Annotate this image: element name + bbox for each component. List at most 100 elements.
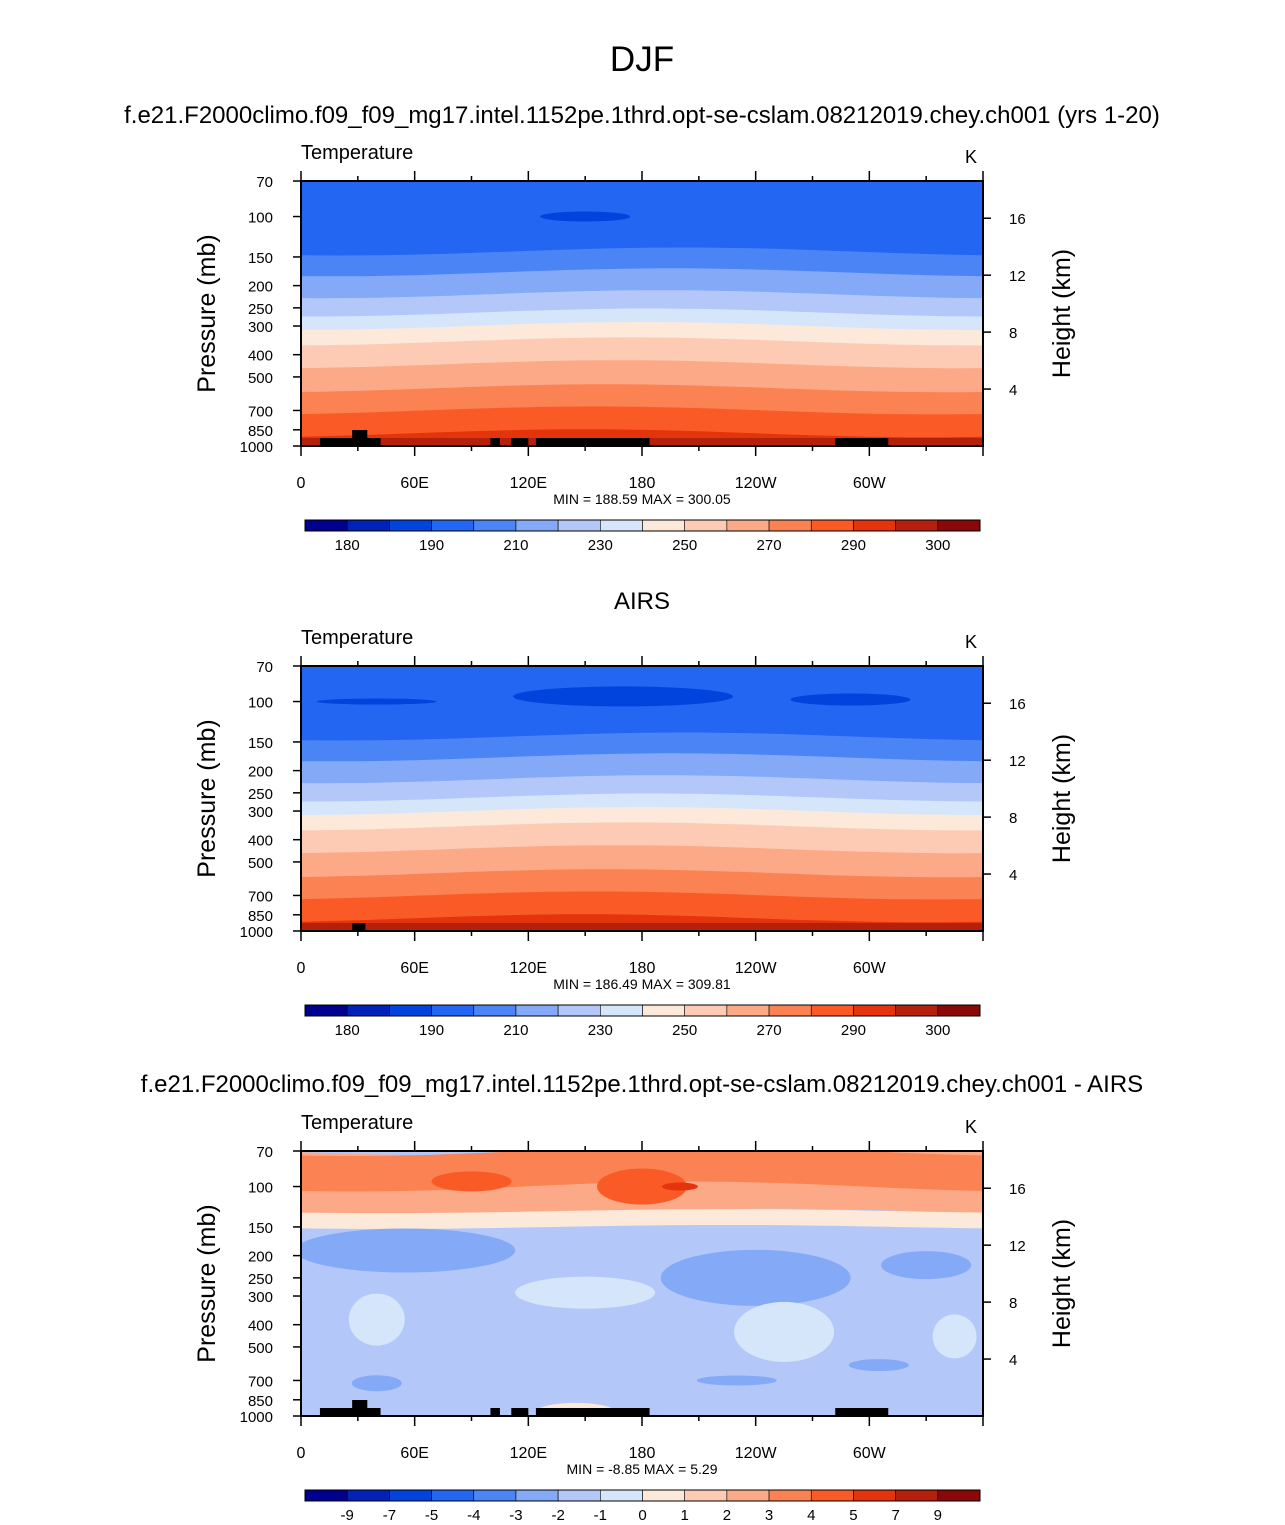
y-tick-label: 1000 (240, 439, 273, 456)
y-tick-label: 850 (248, 908, 273, 925)
colorbar-label: 210 (503, 1022, 528, 1039)
colorbar-label: 190 (419, 537, 444, 554)
y-tick-label: 200 (248, 1249, 273, 1266)
colorbar-label: 300 (925, 1022, 950, 1039)
y-tick-label: 400 (248, 1318, 273, 1335)
colorbar-box (515, 1004, 559, 1017)
y-right-tick-label: 16 (1009, 696, 1026, 713)
cool-patch (301, 1228, 516, 1273)
colorbar-label: 290 (841, 537, 866, 554)
colorbar-box (389, 1489, 432, 1502)
colorbar-box (389, 1004, 432, 1017)
neutral-patch (515, 1276, 656, 1309)
y-tick-label: 400 (248, 348, 273, 365)
colorbar-label: 2 (723, 1507, 731, 1524)
colorbar-label: 7 (891, 1507, 899, 1524)
colorbar-label: -2 (551, 1507, 564, 1524)
right-string: K (965, 632, 977, 652)
colorbar-label: 9 (934, 1507, 942, 1524)
warm-core (661, 1182, 698, 1191)
colorbar-box (600, 519, 643, 532)
left-string: Temperature (301, 142, 413, 164)
y-right-tick-label: 16 (1009, 1181, 1026, 1198)
x-tick-label: 120W (735, 475, 778, 492)
panel-2: AIRS Temperature K 0 60E 120E 180 120W 60W 70 100 1… (193, 588, 1076, 1039)
colorbar-box (853, 519, 896, 532)
y-axis-title: Pressure (mb) (193, 234, 221, 392)
colorbar-label: 180 (335, 537, 360, 554)
contour-field (301, 666, 983, 931)
y-tick-label: 300 (248, 319, 273, 336)
panel-1: f.e21.F2000climo.f09_f09_mg17.intel.1152… (124, 102, 1160, 554)
left-string: Temperature (301, 1112, 413, 1134)
cool-patch (351, 1375, 402, 1392)
colorbar-box (684, 1004, 728, 1017)
colorbar-frame (304, 1004, 981, 1017)
x-tick-label: 180 (629, 475, 656, 492)
colorbar-box (684, 1489, 728, 1502)
colorbar-box (895, 519, 939, 532)
topography-mask (511, 1408, 529, 1416)
topography-mask (352, 1400, 368, 1416)
contour-field (301, 1151, 983, 1416)
y-right-tick-label: 12 (1009, 268, 1026, 285)
y-tick-label: 700 (248, 888, 273, 905)
y-right-tick-label: 8 (1009, 325, 1017, 342)
colorbar-box (431, 519, 475, 532)
y-right-tick-label: 8 (1009, 1295, 1017, 1312)
warm-layer (301, 1209, 983, 1229)
warm-core (431, 1171, 512, 1192)
colorbar-box (557, 1489, 601, 1502)
topography-mask (490, 1408, 500, 1416)
topography-mask (352, 923, 366, 931)
colorbar-box (768, 1489, 812, 1502)
colorbar-box (937, 1004, 981, 1017)
colorbar-box (684, 519, 728, 532)
colorbar-box (642, 519, 685, 532)
x-tick-label: 60W (853, 960, 887, 977)
y-tick-label: 200 (248, 764, 273, 781)
x-tick-label: 180 (629, 960, 656, 977)
colorbar-label: -1 (594, 1507, 607, 1524)
y-right-tick-label: 4 (1009, 1352, 1017, 1369)
neutral-patch (348, 1293, 405, 1346)
panel-title: f.e21.F2000climo.f09_f09_mg17.intel.1152… (124, 102, 1160, 129)
colorbar-box (810, 1004, 854, 1017)
cool-patch (848, 1359, 909, 1372)
surface-layer (301, 923, 983, 931)
y-right-axis-title: Height (km) (1048, 734, 1076, 863)
colorbar-label: 5 (849, 1507, 857, 1524)
colorbar-label: 300 (925, 537, 950, 554)
colorbar-label: 4 (807, 1507, 815, 1524)
right-string: K (965, 147, 977, 167)
panel-title: AIRS (614, 588, 670, 615)
min-max-label: MIN = -8.85 MAX = 5.29 (567, 1461, 718, 1477)
colorbar-box (642, 1489, 685, 1502)
x-tick-label: 120W (735, 1445, 778, 1462)
panel-3: f.e21.F2000climo.f09_f09_mg17.intel.1152… (141, 1071, 1143, 1524)
topography-mask (511, 438, 529, 446)
colorbar-box (768, 519, 812, 532)
x-tick-label: 120E (510, 475, 547, 492)
x-tick-label: 0 (297, 960, 306, 977)
topography-mask (490, 438, 500, 446)
y-tick-label: 300 (248, 1289, 273, 1306)
colorbar-label: 0 (638, 1507, 646, 1524)
colorbar-label: 190 (419, 1022, 444, 1039)
x-tick-label: 120E (510, 1445, 547, 1462)
colorbar-frame (304, 1489, 981, 1502)
colorbar-label: -5 (425, 1507, 438, 1524)
colorbar-label: 250 (672, 537, 697, 554)
topography-mask (352, 430, 368, 446)
y-tick-label: 1000 (240, 1409, 273, 1426)
colorbar-label: 270 (757, 1022, 782, 1039)
colorbar-box (346, 519, 390, 532)
x-tick-label: 120E (510, 960, 547, 977)
topography-mask (535, 438, 650, 446)
colorbar-box (557, 1004, 601, 1017)
topography-mask (535, 1408, 650, 1416)
colorbar-box (515, 1489, 559, 1502)
topography-mask (835, 1408, 889, 1416)
colorbar-box (304, 1489, 348, 1502)
